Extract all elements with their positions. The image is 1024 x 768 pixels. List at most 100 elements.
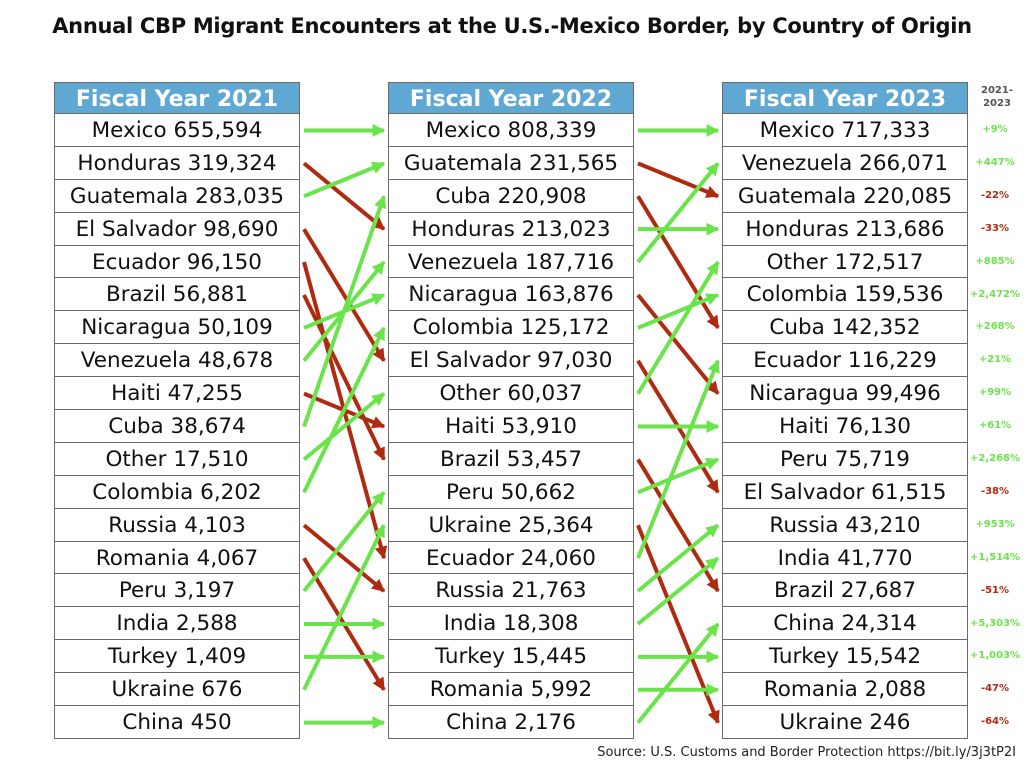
arrow-ecuador — [636, 359, 720, 559]
change-value: +953% — [975, 518, 1015, 530]
table-row: Cuba 220,908 — [388, 179, 634, 213]
table-row: Haiti 76,130 — [722, 410, 968, 443]
change-value: -33% — [980, 222, 1010, 234]
table-row: Guatemala 283,035 — [54, 179, 300, 213]
column-fy2023: Fiscal Year 2023 Mexico 717,333 Venezuela… — [722, 82, 968, 739]
table-row: Nicaragua 50,109 — [54, 311, 300, 345]
table-row: Peru 75,719 — [722, 442, 968, 476]
change-value: +885% — [975, 255, 1015, 267]
table-row: Honduras 213,686 — [722, 212, 968, 246]
table-row: Venezuela 266,071 — [722, 146, 968, 180]
table-row: Mexico 717,333 — [722, 114, 968, 147]
column-fy2021: Fiscal Year 2021 Mexico 655,594 Honduras … — [54, 82, 300, 739]
change-value: +1,003% — [969, 650, 1021, 662]
change-value: +268% — [975, 321, 1015, 333]
arrow-honduras — [302, 161, 386, 231]
table-row: Peru 50,662 — [388, 475, 634, 509]
table-row: Honduras 319,324 — [54, 146, 300, 180]
arrow-guatemala — [303, 161, 386, 199]
table-row: Brazil 56,881 — [54, 278, 300, 312]
table-row: Haiti 47,255 — [54, 377, 300, 411]
column-fy2022: Fiscal Year 2022 Mexico 808,339 Guatemala… — [388, 82, 634, 739]
arrow-other — [636, 260, 720, 395]
table-row: Russia 21,763 — [388, 574, 634, 608]
change-value: -51% — [980, 584, 1010, 596]
arrow-china — [636, 622, 720, 724]
arrow-ukraine — [636, 524, 720, 724]
table-row: Ukraine 676 — [54, 673, 300, 707]
source-note: Source: U.S. Customs and Border Protecti… — [597, 745, 1016, 760]
table-row: Guatemala 231,565 — [388, 146, 634, 180]
arrow-colombia — [302, 326, 386, 494]
arrow-russia — [302, 523, 386, 593]
arrow-cuba — [302, 195, 387, 428]
table-row: El Salvador 61,515 — [722, 475, 968, 509]
change-header: 2021-2023 — [981, 85, 1013, 109]
arrow-brazil — [302, 294, 386, 461]
column-header: Fiscal Year 2021 — [54, 82, 300, 114]
change-value: +447% — [975, 156, 1015, 168]
change-value: +2,268% — [969, 453, 1021, 464]
change-value: +9% — [982, 124, 1008, 135]
table-row: Nicaragua 163,876 — [388, 278, 634, 312]
table-row: Ecuador 116,229 — [722, 344, 968, 378]
table-row: Mexico 655,594 — [54, 114, 300, 147]
table-row: Brazil 53,457 — [388, 442, 634, 476]
arrow-peru — [637, 457, 720, 495]
table-row: Other 17,510 — [54, 442, 300, 476]
table-row: Venezuela 48,678 — [54, 344, 300, 378]
arrow-other — [302, 392, 386, 461]
table-row: Ukraine 246 — [722, 706, 968, 739]
change-value: -38% — [980, 485, 1010, 497]
arrow-russia — [636, 523, 720, 593]
column-header: Fiscal Year 2023 — [722, 82, 968, 114]
table-row: El Salvador 98,690 — [54, 212, 300, 246]
table-row: Haiti 53,910 — [388, 410, 634, 443]
table-row: Turkey 1,409 — [54, 640, 300, 674]
table-row: China 450 — [54, 706, 300, 739]
table-row: Turkey 15,445 — [388, 640, 634, 674]
change-value: +1,514% — [969, 551, 1021, 563]
table-row: Romania 4,067 — [54, 541, 300, 575]
arrow-guatemala — [637, 161, 720, 199]
arrow-ukraine — [302, 524, 386, 691]
table-row: Russia 4,103 — [54, 508, 300, 542]
table-row: Other 172,517 — [722, 245, 968, 279]
arrow-peru — [302, 491, 386, 593]
arrow-cuba — [636, 195, 720, 329]
table-row: Peru 3,197 — [54, 574, 300, 608]
table-row: China 24,314 — [722, 607, 968, 641]
table-row: Mexico 808,339 — [388, 114, 634, 147]
table-row: Cuba 38,674 — [54, 410, 300, 443]
chart-title: Annual CBP Migrant Encounters at the U.S… — [52, 14, 972, 38]
table-row: Ukraine 25,364 — [388, 508, 634, 542]
table-row: Russia 43,210 — [722, 508, 968, 542]
column-header: Fiscal Year 2022 — [388, 82, 634, 114]
table-row: Ecuador 96,150 — [54, 245, 300, 279]
change-value: -22% — [980, 189, 1010, 201]
change-value: +99% — [978, 387, 1012, 399]
change-value: +2,472% — [969, 288, 1021, 300]
arrow-colombia — [637, 293, 720, 330]
table-row: Honduras 213,023 — [388, 212, 634, 246]
table-row: Colombia 6,202 — [54, 475, 300, 509]
table-row: Colombia 159,536 — [722, 278, 968, 312]
table-row: El Salvador 97,030 — [388, 344, 634, 378]
change-value: +21% — [978, 354, 1012, 366]
table-row: Nicaragua 99,496 — [722, 377, 968, 411]
table-row: Guatemala 220,085 — [722, 179, 968, 213]
table-row: India 18,308 — [388, 607, 634, 641]
table-row: Cuba 142,352 — [722, 311, 968, 345]
table-row: Colombia 125,172 — [388, 311, 634, 345]
table-row: Venezuela 187,716 — [388, 245, 634, 279]
table-row: India 41,770 — [722, 541, 968, 575]
change-value: -47% — [980, 683, 1010, 695]
change-value: +5,303% — [969, 617, 1021, 629]
table-row: Romania 2,088 — [722, 673, 968, 707]
table-row: Romania 5,992 — [388, 673, 634, 707]
table-row: Ecuador 24,060 — [388, 541, 634, 575]
arrow-el-salvador — [302, 228, 386, 362]
table-row: Brazil 27,687 — [722, 574, 968, 608]
arrow-nicaragua — [636, 293, 720, 395]
